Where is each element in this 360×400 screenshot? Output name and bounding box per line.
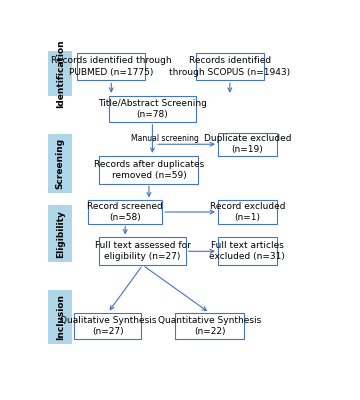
Text: Records identified through
PUBMED (n=1775): Records identified through PUBMED (n=177… bbox=[51, 56, 172, 76]
FancyBboxPatch shape bbox=[49, 290, 72, 344]
FancyBboxPatch shape bbox=[88, 200, 162, 224]
FancyBboxPatch shape bbox=[49, 134, 72, 193]
FancyBboxPatch shape bbox=[99, 238, 186, 265]
Text: Title/Abstract Screening
(n=78): Title/Abstract Screening (n=78) bbox=[98, 99, 207, 119]
Text: Full text assessed for
eligibility (n=27): Full text assessed for eligibility (n=27… bbox=[95, 241, 190, 261]
FancyBboxPatch shape bbox=[218, 200, 276, 224]
FancyBboxPatch shape bbox=[218, 133, 276, 156]
Text: Screening: Screening bbox=[56, 138, 65, 189]
Text: Eligibility: Eligibility bbox=[56, 210, 65, 258]
Text: Quantitative Synthesis
(n=22): Quantitative Synthesis (n=22) bbox=[158, 316, 261, 336]
Text: Records identified
through SCOPUS (n=1943): Records identified through SCOPUS (n=194… bbox=[169, 56, 291, 76]
FancyBboxPatch shape bbox=[99, 156, 198, 184]
FancyBboxPatch shape bbox=[109, 96, 196, 122]
FancyBboxPatch shape bbox=[175, 313, 244, 339]
Text: Inclusion: Inclusion bbox=[56, 294, 65, 340]
FancyBboxPatch shape bbox=[49, 51, 72, 96]
Text: Qualitative Synthesis
(n=27): Qualitative Synthesis (n=27) bbox=[59, 316, 156, 336]
FancyBboxPatch shape bbox=[74, 313, 141, 339]
Text: Duplicate excluded
(n=19): Duplicate excluded (n=19) bbox=[203, 134, 291, 154]
Text: Full text articles
excluded (n=31): Full text articles excluded (n=31) bbox=[209, 241, 285, 261]
Text: Record excluded
(n=1): Record excluded (n=1) bbox=[210, 202, 285, 222]
Text: Identification: Identification bbox=[56, 39, 65, 108]
Text: Manual screening: Manual screening bbox=[131, 134, 199, 143]
FancyBboxPatch shape bbox=[196, 53, 264, 80]
Text: Records after duplicates
removed (n=59): Records after duplicates removed (n=59) bbox=[94, 160, 204, 180]
FancyBboxPatch shape bbox=[218, 238, 276, 265]
Text: Record screened
(n=58): Record screened (n=58) bbox=[87, 202, 163, 222]
FancyBboxPatch shape bbox=[77, 53, 145, 80]
FancyBboxPatch shape bbox=[49, 205, 72, 262]
